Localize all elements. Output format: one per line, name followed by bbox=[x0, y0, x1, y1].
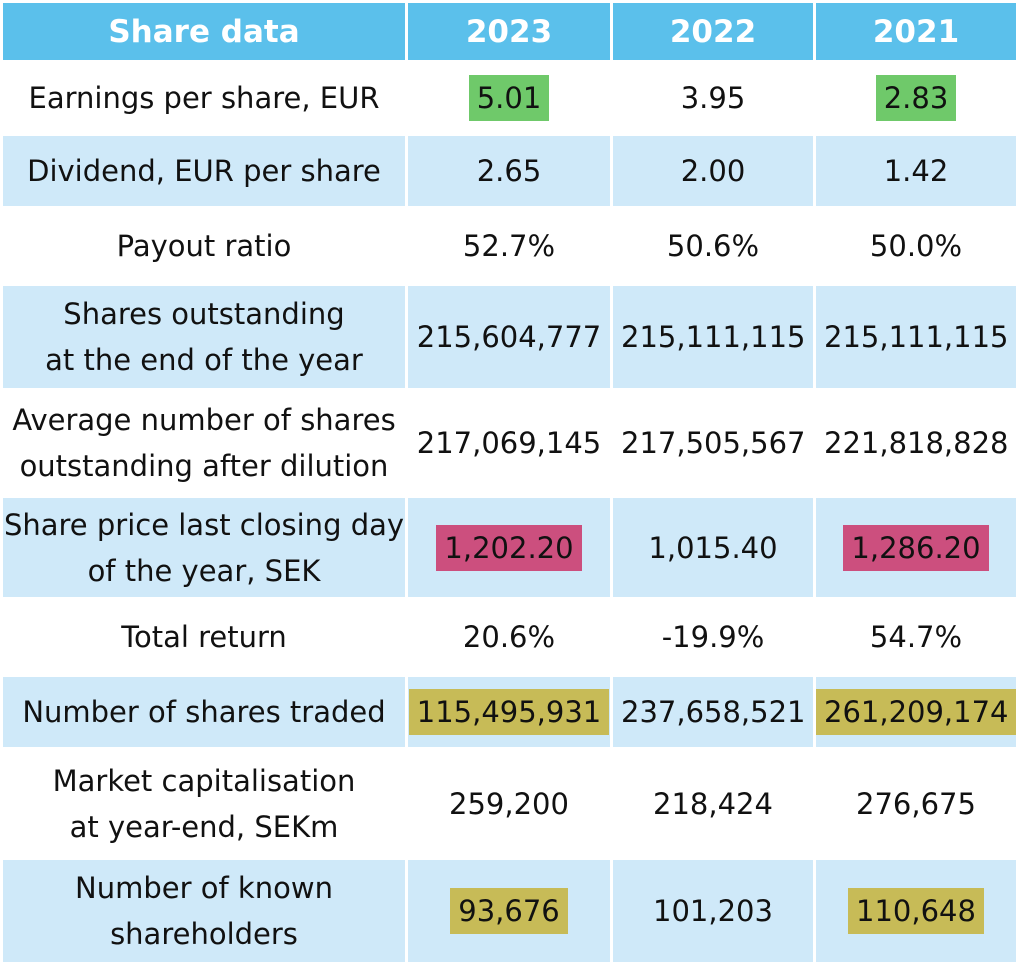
row-label-text: Number of known shareholders bbox=[75, 871, 333, 951]
cell-value: 276,675 bbox=[848, 781, 984, 827]
cell-value: 2.65 bbox=[469, 148, 550, 194]
row-label-text: Dividend, EUR per share bbox=[27, 154, 381, 188]
table-row: Average number of shares outstanding aft… bbox=[2, 390, 1016, 497]
cell-value: 261,209,174 bbox=[816, 689, 1016, 735]
cell-value: 217,069,145 bbox=[409, 420, 610, 466]
cell-value: 215,111,115 bbox=[613, 314, 814, 360]
row-label: Earnings per share, EUR bbox=[2, 62, 407, 135]
cell-value: 20.6% bbox=[455, 614, 563, 660]
cell-value: 1,202.20 bbox=[436, 525, 581, 571]
header-row: Share data 2023 2022 2021 bbox=[2, 2, 1016, 62]
cell-value: 218,424 bbox=[645, 781, 781, 827]
cell-value: 217,505,567 bbox=[613, 420, 814, 466]
cell-value: 2.00 bbox=[673, 148, 754, 194]
cell-value: 1,286.20 bbox=[843, 525, 988, 571]
cell-value: 1,015.40 bbox=[640, 525, 785, 571]
table-row: Payout ratio 52.7% 50.6% 50.0% bbox=[2, 208, 1016, 285]
table-row: Market capitalisation at year-end, SEKm … bbox=[2, 749, 1016, 859]
cell-value: 115,495,931 bbox=[409, 689, 610, 735]
row-label-text: Total return bbox=[121, 620, 287, 654]
row-label: Share price last closing day of the year… bbox=[2, 497, 407, 599]
row-label: Number of shares traded bbox=[2, 676, 407, 749]
row-label: Dividend, EUR per share bbox=[2, 135, 407, 208]
cell-value: 259,200 bbox=[441, 781, 577, 827]
cell-value: 215,604,777 bbox=[409, 314, 610, 360]
header-year-2022: 2022 bbox=[612, 2, 815, 62]
cell-value: 93,676 bbox=[450, 888, 567, 934]
table-row: Shares outstanding at the end of the yea… bbox=[2, 285, 1016, 390]
table-row: Share price last closing day of the year… bbox=[2, 497, 1016, 599]
row-label-text: Average number of shares outstanding aft… bbox=[12, 403, 395, 483]
cell-value: 3.95 bbox=[673, 75, 754, 121]
header-year-2023: 2023 bbox=[407, 2, 612, 62]
cell-value: 50.6% bbox=[659, 223, 767, 269]
table-row: Dividend, EUR per share 2.65 2.00 1.42 bbox=[2, 135, 1016, 208]
row-label-text: Earnings per share, EUR bbox=[29, 81, 380, 115]
row-label-text: Shares outstanding at the end of the yea… bbox=[45, 297, 363, 377]
table-row: Number of shares traded 115,495,931 237,… bbox=[2, 676, 1016, 749]
cell-value: 52.7% bbox=[455, 223, 563, 269]
row-label-text: Number of shares traded bbox=[22, 695, 385, 729]
cell-value: 50.0% bbox=[862, 223, 970, 269]
row-label: Number of known shareholders bbox=[2, 859, 407, 964]
cell-value: 101,203 bbox=[645, 888, 781, 934]
cell-value: 110,648 bbox=[848, 888, 984, 934]
header-label: Share data bbox=[2, 2, 407, 62]
row-label: Total return bbox=[2, 599, 407, 676]
row-label: Payout ratio bbox=[2, 208, 407, 285]
cell-value: 54.7% bbox=[862, 614, 970, 660]
cell-value: 221,818,828 bbox=[816, 420, 1016, 466]
cell-value: 1.42 bbox=[876, 148, 957, 194]
table-row: Number of known shareholders 93,676 101,… bbox=[2, 859, 1016, 964]
row-label: Market capitalisation at year-end, SEKm bbox=[2, 749, 407, 859]
cell-value: 5.01 bbox=[469, 75, 550, 121]
row-label-text: Market capitalisation at year-end, SEKm bbox=[53, 764, 356, 844]
cell-value: -19.9% bbox=[654, 614, 773, 660]
cell-value: 215,111,115 bbox=[816, 314, 1016, 360]
cell-value: 2.83 bbox=[876, 75, 957, 121]
header-year-2021: 2021 bbox=[815, 2, 1016, 62]
cell-value: 237,658,521 bbox=[613, 689, 814, 735]
table-row: Total return 20.6% -19.9% 54.7% bbox=[2, 599, 1016, 676]
row-label: Shares outstanding at the end of the yea… bbox=[2, 285, 407, 390]
row-label-text: Share price last closing day of the year… bbox=[4, 508, 404, 588]
row-label: Average number of shares outstanding aft… bbox=[2, 390, 407, 497]
row-label-text: Payout ratio bbox=[117, 229, 292, 263]
table-row: Earnings per share, EUR 5.01 3.95 2.83 bbox=[2, 62, 1016, 135]
